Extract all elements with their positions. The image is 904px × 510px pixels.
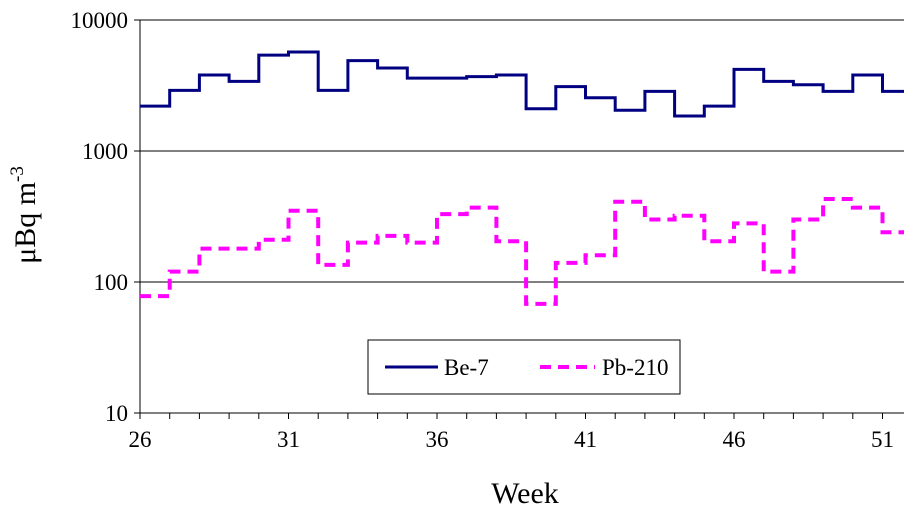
x-tick-label: 31 <box>277 427 300 452</box>
legend: Be-7 Pb-210 <box>367 339 681 395</box>
series-line-pb-210 <box>140 197 904 306</box>
y-tick-labels: 10 100 1000 10000 <box>71 8 129 426</box>
x-tick-labels: 26 31 36 41 46 51 <box>129 427 895 452</box>
x-tick-label: 41 <box>574 427 597 452</box>
y-tick-label: 100 <box>94 270 129 295</box>
series-line-be-7 <box>140 50 904 118</box>
y-axis-label: μBq m-3 <box>7 166 42 264</box>
y-axis-label-base: μBq m <box>9 182 42 264</box>
axes <box>134 19 883 419</box>
x-axis-label: Week <box>491 477 559 510</box>
x-tick-label: 26 <box>129 427 152 452</box>
y-axis-label-exponent: -3 <box>7 166 28 182</box>
legend-label-pb-210: Pb-210 <box>602 355 668 380</box>
x-tick-label: 51 <box>871 427 894 452</box>
x-tick-label: 46 <box>723 427 746 452</box>
series-lines <box>140 50 904 306</box>
y-tick-label: 10 <box>105 401 128 426</box>
x-tick-label: 36 <box>426 427 449 452</box>
y-tick-label: 10000 <box>71 8 129 33</box>
y-tick-label: 1000 <box>82 139 128 164</box>
gridlines <box>140 19 904 414</box>
legend-label-be-7: Be-7 <box>444 355 489 380</box>
